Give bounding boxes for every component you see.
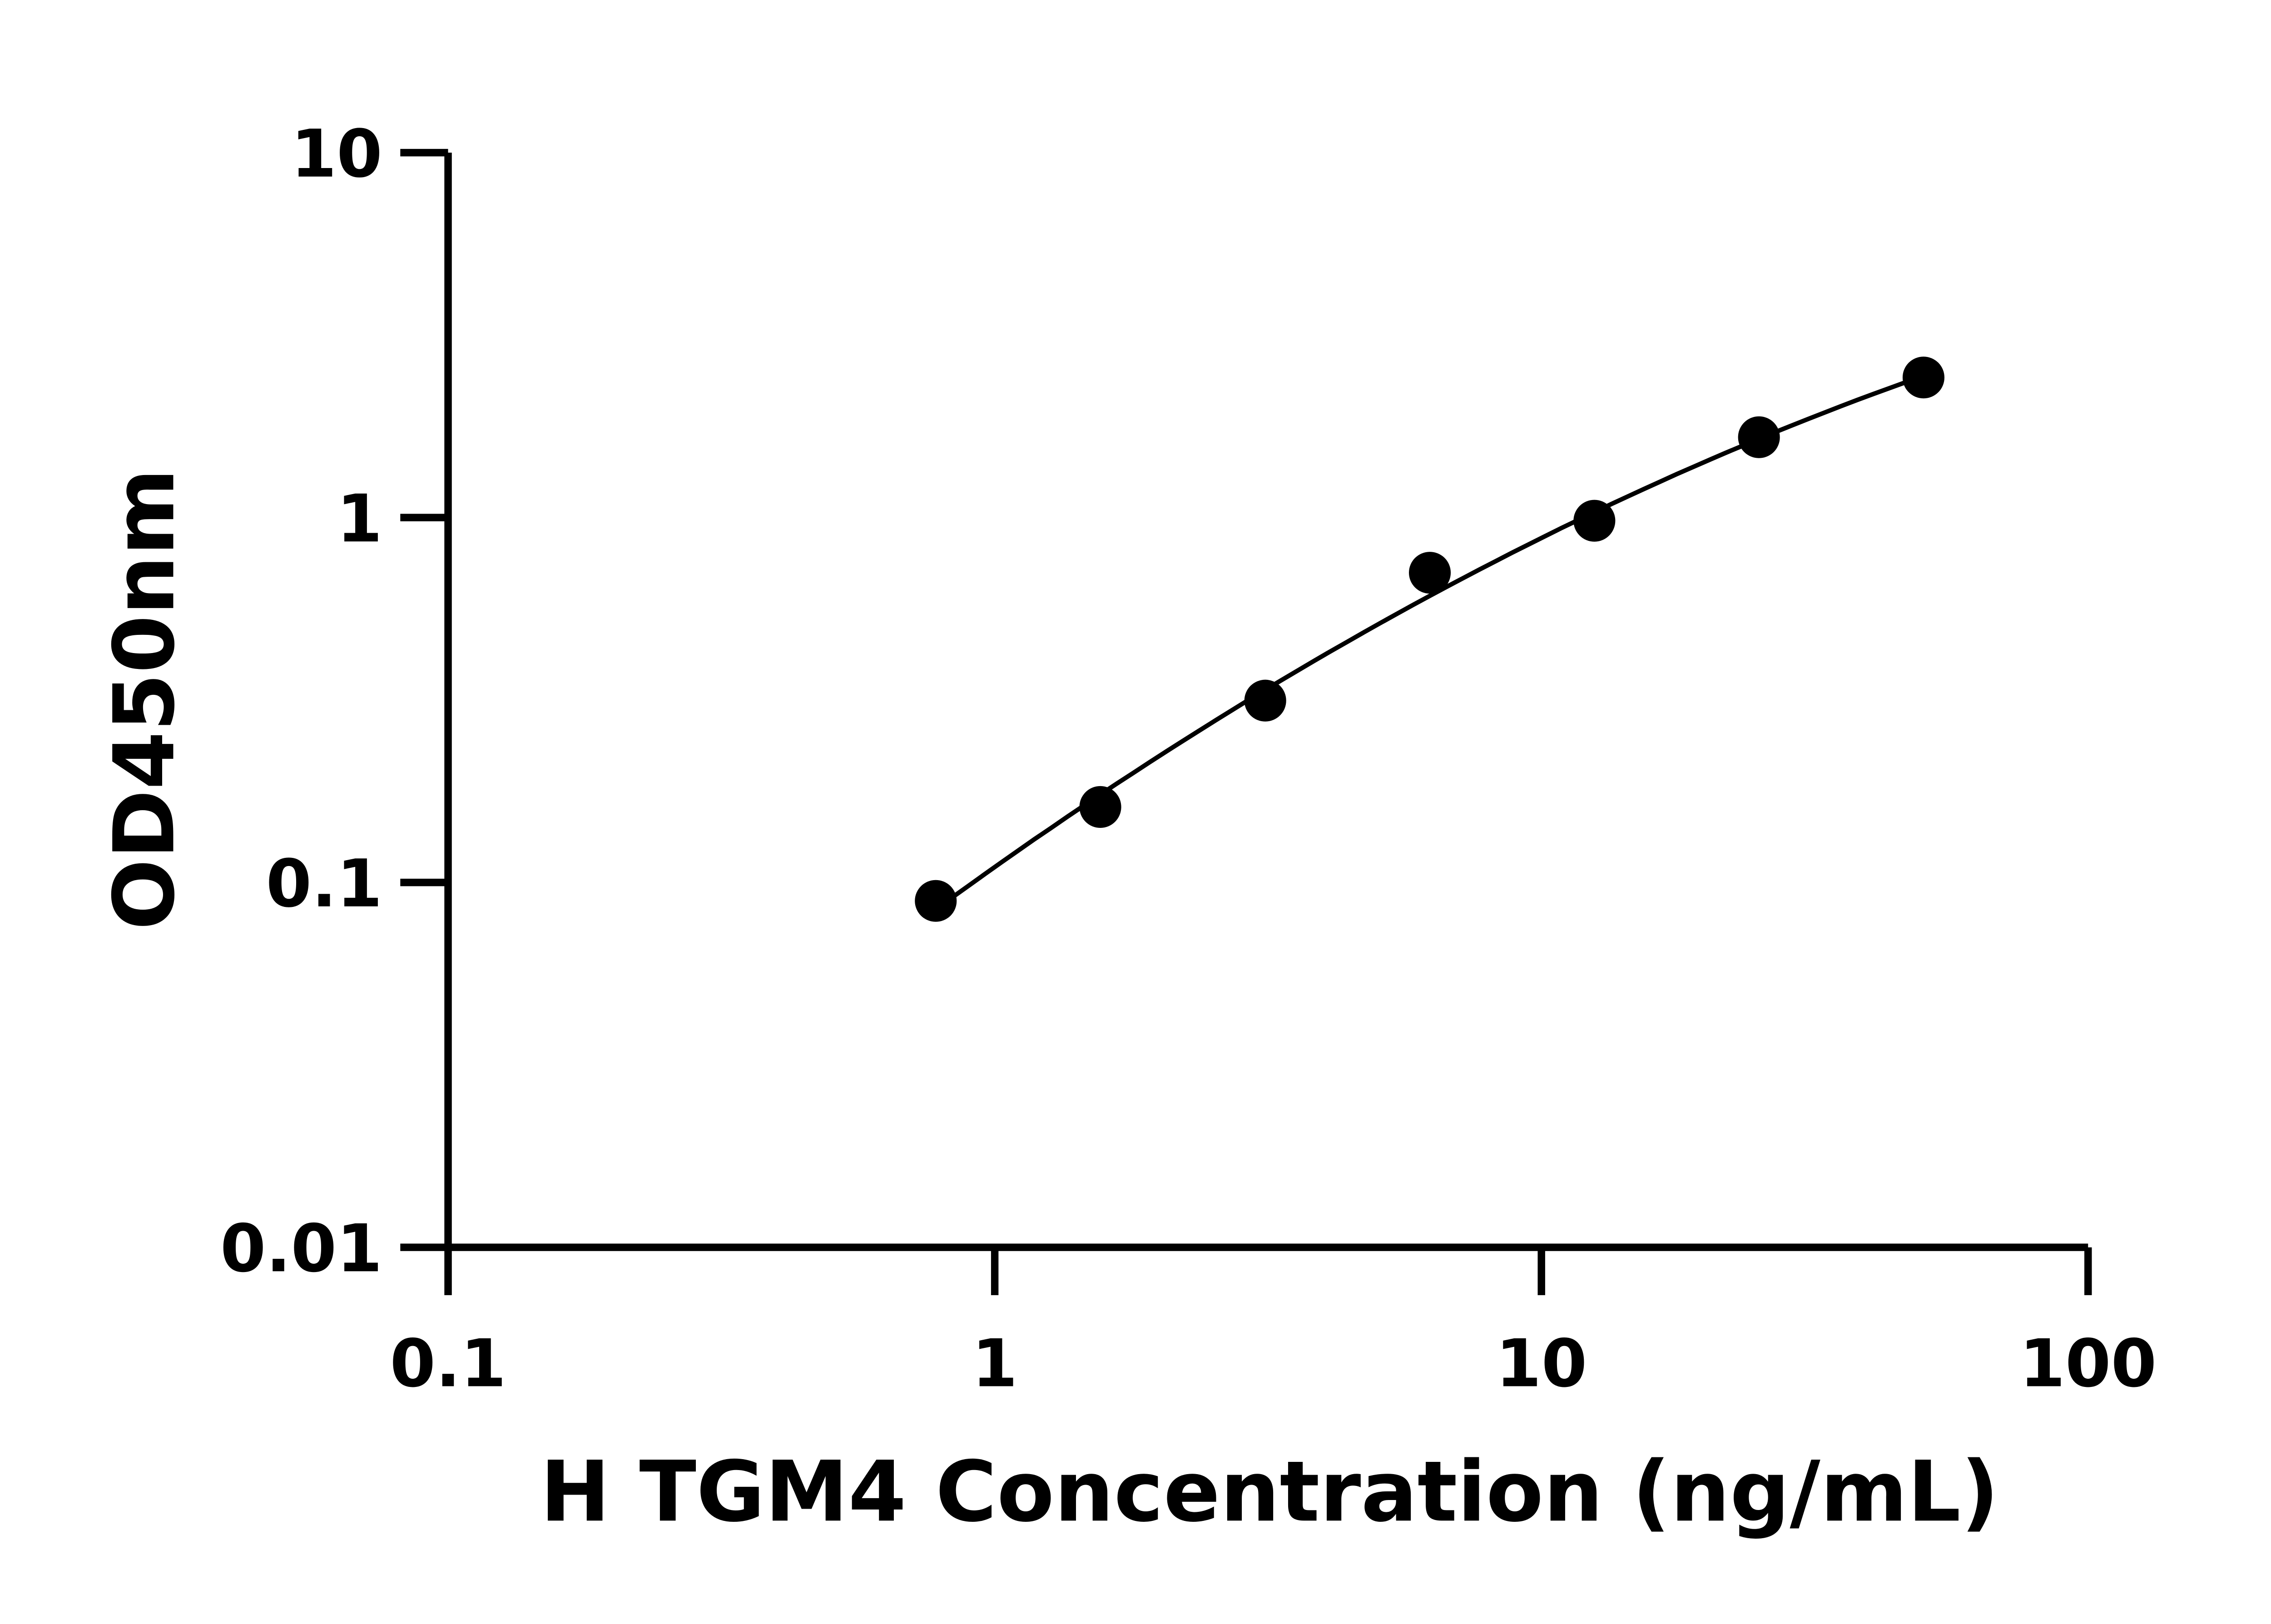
data-point: [1408, 552, 1451, 594]
data-points: [915, 356, 1944, 922]
data-point: [1573, 500, 1616, 542]
data-point: [1079, 786, 1121, 828]
x-axis-label: H TGM4 Concentration (ng/mL): [540, 1443, 1999, 1540]
fit-curve-line: [934, 374, 1924, 911]
y-tick-label: 1: [337, 481, 382, 557]
x-tick-label: 1: [972, 1326, 1018, 1402]
y-tick-label: 0.1: [266, 846, 382, 922]
x-tick-label: 10: [1496, 1326, 1587, 1402]
fit-curve: [934, 374, 1924, 911]
y-tick-label: 10: [291, 116, 382, 193]
x-tick-label: 0.1: [390, 1326, 506, 1402]
data-point: [1902, 356, 1944, 399]
data-point: [1244, 679, 1286, 722]
x-tick-label: 100: [2019, 1326, 2157, 1402]
y-axis-label: OD450nm: [96, 468, 193, 930]
y-tick-label: 0.01: [220, 1211, 382, 1287]
data-point: [1738, 416, 1780, 458]
data-point: [915, 880, 957, 922]
